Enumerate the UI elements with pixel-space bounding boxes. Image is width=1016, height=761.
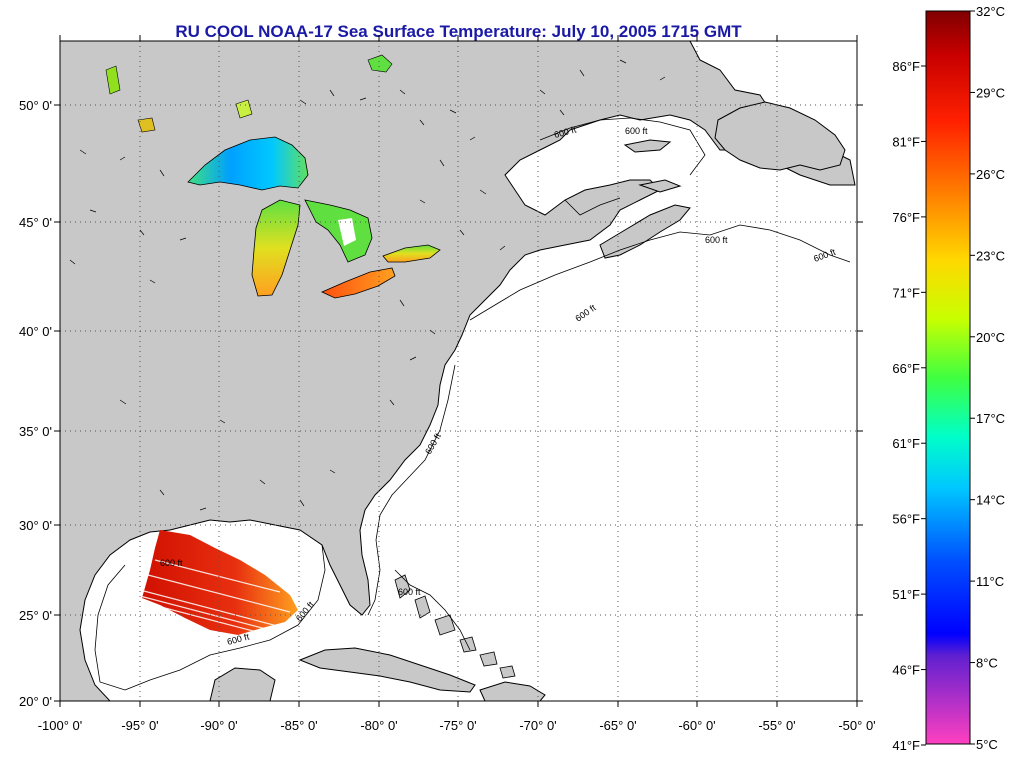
- land-pei: [638, 179, 682, 193]
- colorbar-fahrenheit-labels: 86°F 81°F 76°F 71°F 66°F 61°F 56°F 51°F 46°F 41°F: [892, 10, 975, 753]
- temperature-colorbar: [925, 10, 971, 745]
- colorbar-fahrenheit-label: 66°F: [892, 361, 920, 376]
- colorbar-celsius-label: 26°C: [976, 167, 1005, 182]
- colorbar-celsius-label: 17°C: [976, 411, 1005, 426]
- colorbar-fahrenheit-label: 61°F: [892, 436, 920, 451]
- colorbar-fahrenheit-label: 86°F: [892, 59, 920, 74]
- longitude-tick-label: -55° 0': [758, 718, 795, 733]
- depth-contour-600ft: [94, 117, 851, 691]
- longitude-tick-label: -95° 0': [121, 718, 158, 733]
- longitude-tick-label: -75° 0': [439, 718, 476, 733]
- latitude-tick-label: 50° 0': [19, 98, 52, 113]
- latitude-tick-label: 30° 0': [19, 518, 52, 533]
- latitude-tick-label: 20° 0': [19, 694, 52, 709]
- land-yucatan: [209, 667, 276, 701]
- contour-label: 600 ft: [705, 235, 728, 245]
- colorbar-fahrenheit-label: 81°F: [892, 134, 920, 149]
- longitude-tick-label: -60° 0': [678, 718, 715, 733]
- latitude-labels: 50° 0' 45° 0' 40° 0' 35° 0' 30° 0' 25° 0' 20° …: [19, 98, 52, 709]
- lake-michigan: [251, 199, 301, 297]
- lake-superior: [187, 136, 309, 191]
- colorbar-celsius-label: 14°C: [976, 493, 1005, 508]
- contour-label: 600 ft: [160, 558, 183, 568]
- land-anticosti: [623, 139, 672, 153]
- map-ticks: [54, 35, 863, 707]
- colorbar-fahrenheit-label: 51°F: [892, 587, 920, 602]
- land-newfoundland: [714, 101, 846, 171]
- map-title: RU COOL NOAA-17 Sea Surface Temperature:…: [175, 22, 742, 41]
- longitude-tick-label: -85° 0': [280, 718, 317, 733]
- latitude-tick-label: 40° 0': [19, 324, 52, 339]
- colorbar-celsius-label: 29°C: [976, 85, 1005, 100]
- latitude-tick-label: 35° 0': [19, 424, 52, 439]
- lake-erie: [321, 267, 396, 299]
- colorbar-celsius-label: 32°C: [976, 4, 1005, 19]
- latitude-tick-label: 25° 0': [19, 608, 52, 623]
- lake-ontario: [382, 244, 441, 263]
- longitude-tick-label: -70° 0': [519, 718, 556, 733]
- colorbar-fahrenheit-label: 41°F: [892, 738, 920, 753]
- land-cuba: [298, 647, 476, 693]
- longitude-tick-label: -80° 0': [360, 718, 397, 733]
- colorbar-celsius-label: 11°C: [976, 574, 1004, 589]
- contour-label: 600 ft: [398, 587, 421, 597]
- gulf-sst-swath: [142, 530, 298, 635]
- longitude-tick-label: -65° 0': [599, 718, 636, 733]
- contour-label: 600 ft: [625, 126, 648, 136]
- longitude-labels: -100° 0' -95° 0' -90° 0' -85° 0' -80° 0' -75°…: [38, 718, 876, 733]
- land-hispaniola: [479, 681, 546, 701]
- scattered-land-features: [69, 59, 666, 511]
- lake-huron-cloud: [338, 218, 356, 246]
- lake-huron: [304, 199, 373, 263]
- colorbar-celsius-label: 20°C: [976, 330, 1005, 345]
- lake-winnipeg-fragment: [105, 65, 121, 95]
- graticule: [60, 41, 857, 701]
- land-nova-scotia: [599, 204, 691, 259]
- gulf-sst-streaks: [139, 559, 291, 639]
- latitude-tick-label: 45° 0': [19, 215, 52, 230]
- colorbar-celsius-label: 23°C: [976, 248, 1005, 263]
- colorbar-fahrenheit-label: 71°F: [892, 285, 920, 300]
- map-plot-area: 600 ft 600 ft 600 ft 600 ft 600 ft 600 f…: [60, 41, 857, 701]
- colorbar-celsius-labels: 32°C 29°C 26°C 23°C 20°C 17°C 14°C 11°C 8°C 5°C: [976, 4, 1005, 752]
- colorbar-celsius-label: 8°C: [976, 656, 998, 671]
- longitude-tick-label: -90° 0': [200, 718, 237, 733]
- colorbar-fahrenheit-label: 76°F: [892, 210, 920, 225]
- lake-small-west: [137, 117, 156, 133]
- colorbar-fahrenheit-label: 56°F: [892, 512, 920, 527]
- lake-northern: [367, 54, 393, 73]
- colorbar-celsius-label: 5°C: [976, 737, 998, 752]
- longitude-tick-label: -50° 0': [838, 718, 875, 733]
- colorbar-fahrenheit-label: 46°F: [892, 663, 920, 678]
- longitude-tick-label: -100° 0': [38, 718, 83, 733]
